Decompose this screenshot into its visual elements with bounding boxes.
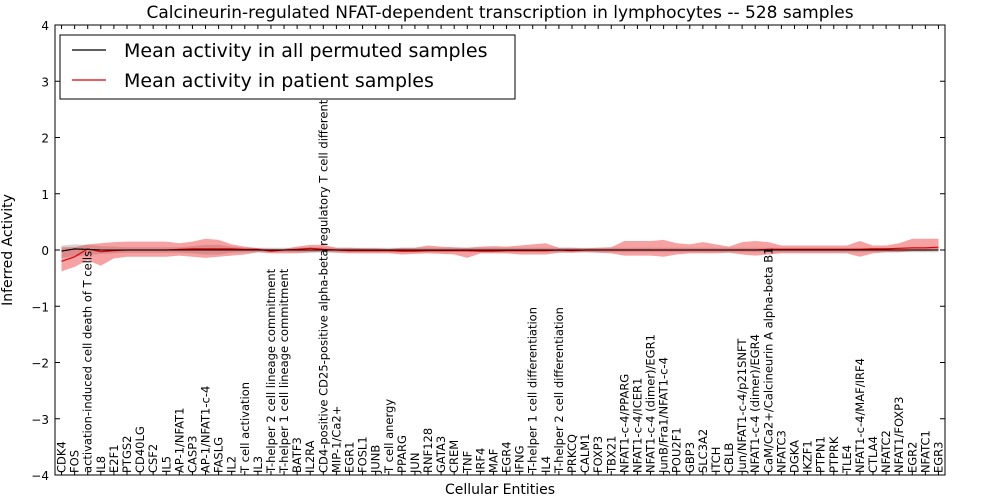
y-tick-label: −1 [31, 300, 49, 314]
entity-label: NFATC3 [774, 430, 788, 473]
entity-label: POU2F1 [670, 427, 684, 473]
entity-label: IL2 [225, 456, 239, 473]
entity-label: PRKCQ [565, 434, 579, 473]
legend-box [59, 34, 516, 100]
entity-label: IL8 [94, 456, 108, 473]
entity-label: NFAT1-c-4 (dimer)/EGR1 [644, 334, 658, 473]
entity-label: JunB/Fra1/NFAT1-c-4 [657, 357, 671, 474]
entity-label: Jun/NFAT1-c-4/p21SNFT [735, 338, 749, 474]
entity-label: EGR1 [343, 442, 357, 474]
y-tick-label: −4 [31, 469, 49, 483]
entity-label: MAF [487, 449, 501, 473]
legend-permuted-label: Mean activity in all permuted samples [124, 40, 487, 62]
entity-label: T-helper 2 cell lineage commitment [264, 268, 278, 474]
y-tick-label: 3 [41, 75, 49, 89]
entity-label: TNF [460, 451, 474, 474]
entity-label: PTPRK [827, 436, 841, 473]
entity-label: CASP3 [185, 436, 199, 473]
x-axis-title: Cellular Entities [445, 482, 555, 498]
entity-label: TLE4 [840, 445, 854, 474]
entity-label: CD4-positive CD25-positive alpha-beta re… [316, 67, 330, 473]
entity-label: IFNG [513, 445, 527, 473]
entity-label: NFAT1-c-4/PPARG [617, 374, 631, 473]
entity-label: PPARG [395, 435, 409, 473]
patient-mean-line [61, 246, 939, 262]
entity-label: FOS [68, 450, 82, 473]
entity-label: MIP-1/Ca2+ [329, 406, 343, 473]
entity-label: NFATC1 [918, 430, 932, 473]
entity-label: T cell activation [238, 382, 252, 474]
entity-label: T cell anergy [382, 399, 396, 474]
y-tick-label: 1 [41, 188, 49, 202]
entity-label: EGR2 [905, 442, 919, 474]
entity-label: CDK4 [55, 441, 69, 473]
entity-label: GATA3 [434, 436, 448, 473]
entity-label: TBX21 [604, 436, 618, 474]
entity-label: NFAT1-c-4/MAF/IRF4 [853, 358, 867, 473]
entity-label: CBLB [722, 443, 736, 473]
entity-label: T-helper 1 cell lineage commitment [277, 268, 291, 474]
entity-label: CREM [447, 440, 461, 473]
entity-label: CALM1 [578, 433, 592, 473]
entity-label: activation-induced cell death of T cells [81, 251, 95, 473]
entity-label: PTGS2 [120, 436, 134, 474]
y-tick-label: 0 [41, 244, 49, 258]
entity-label: AP-1/NFAT1 [172, 408, 186, 473]
entity-label: NFAT1-c-4/ICER1 [630, 378, 644, 473]
entity-label: NFATC2 [879, 430, 893, 473]
y-tick-label: 4 [41, 19, 49, 33]
entity-label: NFAT1-c-4 (dimer)/EGR4 [748, 334, 762, 473]
entity-label: IRF4 [473, 448, 487, 473]
legend: Mean activity in all permuted samples Me… [59, 34, 516, 100]
entity-label: JUNB [369, 445, 383, 474]
y-tick-label: 2 [41, 132, 49, 146]
entity-label: FOSL1 [356, 436, 370, 473]
entity-label: EGR3 [932, 442, 946, 474]
entity-label: IL2RA [303, 440, 317, 473]
y-tick-label: −2 [31, 357, 49, 371]
y-axis-title: Inferred Activity [0, 194, 16, 306]
entity-label: IL3 [251, 456, 265, 473]
entity-label: E2F1 [107, 444, 121, 473]
entity-label: IL5 [159, 456, 173, 473]
entity-label: NFAT1/FOXP3 [892, 397, 906, 473]
entity-label: PTPN1 [814, 436, 828, 473]
entity-label: AP-1/NFAT1-c-4 [199, 386, 213, 473]
entity-label: SLC3A2 [696, 429, 710, 473]
entity-label: T-helper 2 cell differentiation [552, 307, 566, 474]
entity-label: CD40LG [133, 426, 147, 473]
entity-label: IL4 [539, 456, 553, 473]
permuted-line-solid [61, 248, 939, 252]
entity-label: JUN [408, 453, 422, 474]
entity-label: FOXP3 [591, 436, 605, 473]
entity-label: GBP3 [683, 442, 697, 473]
entity-label: ITCH [709, 447, 723, 473]
chart-title: Calcineurin-regulated NFAT-dependent tra… [146, 3, 853, 23]
entity-label: FASLG [212, 437, 226, 473]
entity-label: CaM/Ca2+/Calcineurin A alpha-beta B1 [761, 248, 775, 473]
entity-label: DGKA [788, 440, 802, 473]
entity-label: CSF2 [146, 444, 160, 473]
entity-label: RNF128 [421, 428, 435, 473]
entity-label: BATF3 [290, 437, 304, 473]
entity-label: EGR4 [500, 441, 514, 473]
y-tick-label: −3 [31, 413, 49, 427]
entity-label: T-helper 1 cell differentiation [526, 307, 540, 474]
legend-patient-label: Mean activity in patient samples [124, 70, 434, 92]
entity-label: CTLA4 [866, 436, 880, 473]
patient-band [61, 238, 939, 272]
plot-area: −4 −3 −2 −1 0 1 2 3 4 CDK4 FOS activation-induced c… [31, 19, 946, 483]
entity-label: IKZF1 [801, 440, 815, 473]
